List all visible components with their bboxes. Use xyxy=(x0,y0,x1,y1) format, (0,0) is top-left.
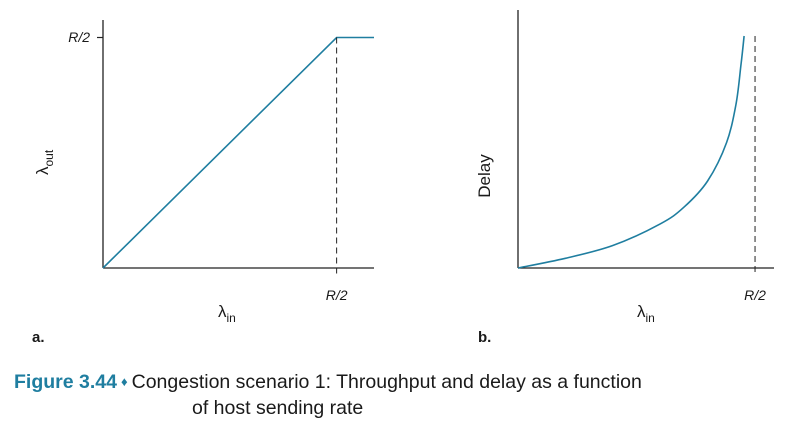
panel-a-y-tick-label: R/2 xyxy=(68,29,90,45)
panel-a-y-axis-symbol: λ xyxy=(33,166,52,175)
panel-a-label: a. xyxy=(32,329,45,346)
panel-b-x-axis-label: λin xyxy=(637,302,655,325)
figure-caption: Figure 3.44 ♦ Congestion scenario 1: Throu… xyxy=(14,370,794,420)
panel-b-x-axis-subscript: in xyxy=(646,311,655,325)
panel-b-delay-curve xyxy=(517,35,745,269)
panel-b-label: b. xyxy=(478,329,491,346)
caption-line-1: Congestion scenario 1: Throughput and de… xyxy=(131,371,642,393)
diamond-separator-icon: ♦ xyxy=(120,374,128,389)
panel-b-delay-chart: R/2 Delay λin b. xyxy=(475,10,774,346)
panel-a-x-axis-subscript: in xyxy=(227,311,236,325)
panel-a-y-axis-label: λout xyxy=(33,149,56,175)
panel-b-x-axis-symbol: λ xyxy=(637,302,646,321)
figure-canvas: R/2 R/2 λout λin a. R/2 Delay λin b. xyxy=(32,10,774,346)
panel-a-y-axis-subscript: out xyxy=(42,149,56,166)
panel-a-throughput-chart: R/2 R/2 λout λin a. xyxy=(32,20,374,346)
panel-b-x-tick-label: R/2 xyxy=(744,287,766,303)
figure-number: Figure 3.44 xyxy=(14,371,117,393)
panel-a-throughput-line xyxy=(102,36,374,269)
panel-b-y-axis-label: Delay xyxy=(475,154,494,198)
panel-a-x-axis-symbol: λ xyxy=(218,302,227,321)
caption-line-2: of host sending rate xyxy=(192,397,364,419)
panel-a-x-tick-label: R/2 xyxy=(326,287,348,303)
panel-a-x-axis-label: λin xyxy=(218,302,236,325)
